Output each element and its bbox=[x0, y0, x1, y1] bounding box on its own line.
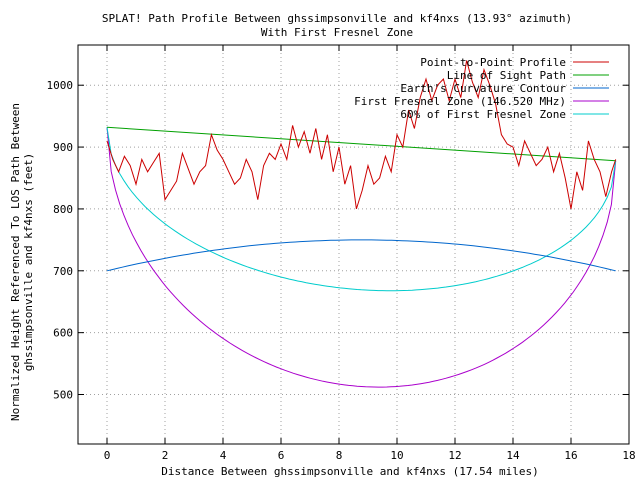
series-line-2 bbox=[106, 239, 616, 272]
legend-label: Earth's Curvature Contour bbox=[400, 82, 566, 95]
x-tick-label: 14 bbox=[506, 449, 520, 462]
y-tick-label: 1000 bbox=[47, 79, 74, 92]
series-line-4 bbox=[106, 127, 617, 292]
x-tick-label: 10 bbox=[390, 449, 403, 462]
y-tick-label: 700 bbox=[53, 265, 73, 278]
chart-subtitle: With First Fresnel Zone bbox=[261, 26, 413, 39]
x-tick-label: 4 bbox=[220, 449, 227, 462]
y-axis-label-line2: ghssimpsonville and kf4nxs (feet) bbox=[22, 153, 35, 372]
plot-area: 0 2 4 6 8 10 12 14 16 18 500 600 700 800 900 1000 Point-… bbox=[47, 44, 636, 462]
plot-border bbox=[77, 44, 630, 445]
x-tick-label: 16 bbox=[564, 449, 577, 462]
y-tick-label: 800 bbox=[53, 203, 73, 216]
y-axis-label-line1: Normalized Height Referenced To LOS Path… bbox=[9, 103, 22, 421]
x-tick-label: 8 bbox=[336, 449, 343, 462]
legend-label: 60% of First Fresnel Zone bbox=[400, 108, 566, 121]
x-tick-label: 6 bbox=[278, 449, 285, 462]
x-tick-label: 2 bbox=[162, 449, 169, 462]
y-tick-label: 500 bbox=[53, 389, 73, 402]
y-tick-label: 600 bbox=[53, 327, 73, 340]
legend-label: Point-to-Point Profile bbox=[420, 56, 566, 69]
x-tick-label: 0 bbox=[104, 449, 111, 462]
legend-label: Line of Sight Path bbox=[447, 69, 566, 82]
series-line-3 bbox=[106, 127, 617, 388]
chart-title: SPLAT! Path Profile Between ghssimpsonvi… bbox=[102, 12, 572, 25]
series-line-0 bbox=[106, 60, 617, 210]
x-tick-label: 18 bbox=[622, 449, 635, 462]
x-axis-label: Distance Between ghssimpsonville and kf4… bbox=[161, 465, 539, 478]
legend-label: First Fresnel Zone (146.520 MHz) bbox=[354, 95, 566, 108]
y-tick-label: 900 bbox=[53, 141, 73, 154]
x-tick-label: 12 bbox=[448, 449, 461, 462]
